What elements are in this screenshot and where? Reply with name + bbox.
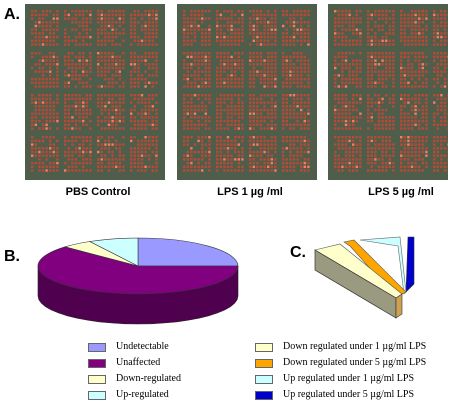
legend-swatch [255,374,273,384]
legend-swatch [88,374,106,384]
legend-item-undetectable: Undetectable [88,340,181,354]
legend-label: Up regulated under 5 µg/ml LPS [283,389,415,400]
legend-right: Down regulated under 1 µg/ml LPS Down re… [255,340,426,402]
legend-item-unaffected: Unaffected [88,356,181,370]
legend-item-down-regulated: Down-regulated [88,372,181,386]
array-caption-pbs-control: PBS Control [65,186,131,198]
legend-swatch [255,390,273,400]
legend-item-up-1: Up regulated under 1 µg/ml LPS [255,372,426,386]
array-caption-lps-1: LPS 1 µg /ml [217,186,283,198]
pie-chart-3d [37,237,239,325]
pie-slice-unaffected [37,246,239,295]
microarray-lps-5 [328,4,448,180]
legend-swatch [255,342,273,352]
microarray-pbs-control [25,4,165,180]
array-caption-lps-5: LPS 5 µg /ml [368,186,434,198]
stacked-bar-3d [314,236,415,319]
legend-swatch [255,358,273,368]
legend-label: Down regulated under 1 µg/ml LPS [283,341,427,352]
legend-label: Down regulated under 5 µg/ml LPS [283,357,427,368]
pie-slice-undetectable [137,237,239,267]
panel-label-c: C. [290,244,306,261]
panel-label-b: B. [4,248,20,265]
legend-swatch [88,342,106,352]
legend-left: Undetectable Unaffected Down-regulated U… [88,340,181,402]
legend-label: Unaffected [116,357,161,368]
microarray-lps-1 [177,4,317,180]
legend-item-up-5: Up regulated under 5 µg/ml LPS [255,388,426,402]
legend-item-down-1: Down regulated under 1 µg/ml LPS [255,340,426,354]
legend-item-up-regulated: Up-regulated [88,388,181,402]
legend-label: Up regulated under 1 µg/ml LPS [283,373,415,384]
bar-slab-up-5 [405,236,415,293]
legend-label: Undetectable [116,341,169,352]
legend-item-down-5: Down regulated under 5 µg/ml LPS [255,356,426,370]
pie-slice-up-regulated [88,237,139,267]
microarray-images [25,4,448,180]
bar-side-face [395,293,403,319]
legend-swatch [88,358,106,368]
bar-slab-up-1 [359,236,407,295]
panel-label-a: A. [4,6,20,23]
legend-label: Up-regulated [116,389,169,400]
legend-label: Down-regulated [116,373,181,384]
legend-swatch [88,390,106,400]
